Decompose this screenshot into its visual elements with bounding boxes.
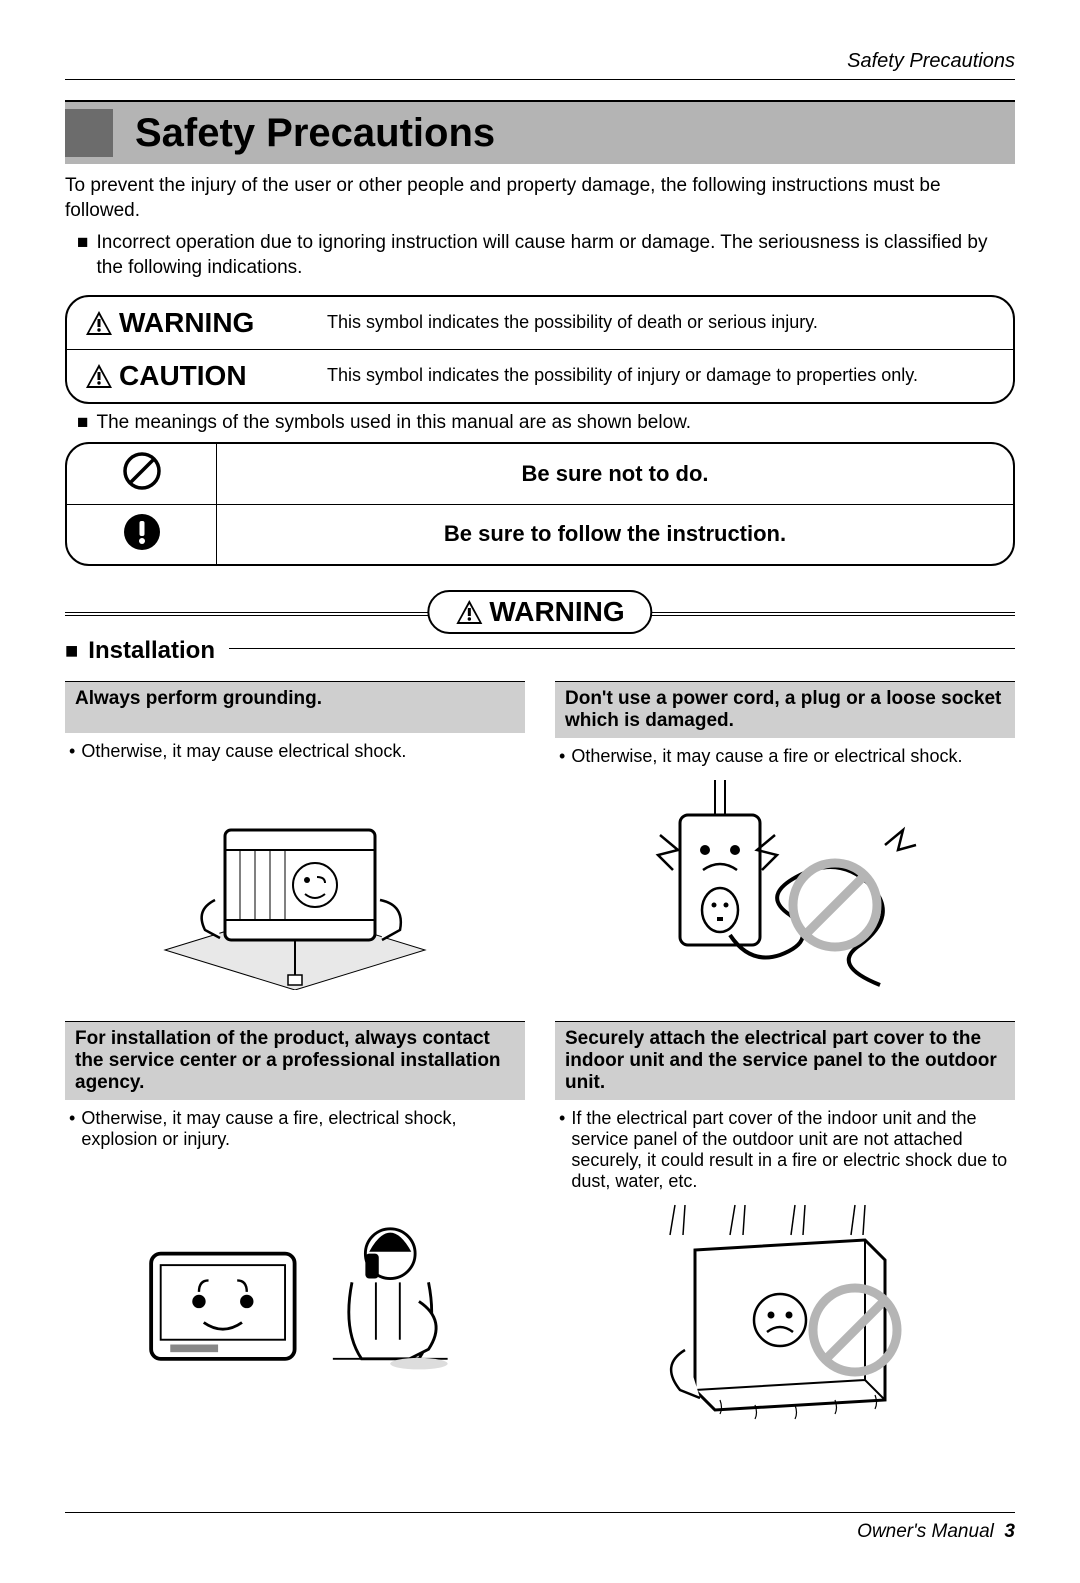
title-accent-block <box>65 109 113 157</box>
card-1-body: Otherwise, it may cause a fire or electr… <box>571 746 962 767</box>
footer-page-number: 3 <box>1004 1521 1015 1542</box>
caution-triangle-icon <box>85 363 113 389</box>
square-bullet-icon: ■ <box>77 231 88 280</box>
warning-banner: WARNING <box>65 590 1015 634</box>
bullet-dot-icon: • <box>559 1108 565 1192</box>
legend-caution-label: CAUTION <box>119 360 247 392</box>
symbol-row-0-text: Be sure not to do. <box>217 461 1013 487</box>
square-bullet-icon: ■ <box>65 638 78 664</box>
note-incorrect-operation: ■ Incorrect operation due to ignoring in… <box>77 231 1015 280</box>
page-title: Safety Precautions <box>135 111 495 156</box>
note1-text: Incorrect operation due to ignoring inst… <box>96 231 1015 280</box>
legend-box: WARNING This symbol indicates the possib… <box>65 295 1015 404</box>
prohibit-icon <box>122 451 162 496</box>
section-installation: ■ Installation <box>65 637 229 665</box>
symbol-row-1-text: Be sure to follow the instruction. <box>217 521 1013 547</box>
section-label-text: Installation <box>88 637 215 665</box>
mandatory-icon <box>122 512 162 557</box>
symbol-row-prohibit: Be sure not to do. <box>67 444 1013 504</box>
banner-warning-label: WARNING <box>489 596 624 628</box>
symbol-table: Be sure not to do. Be sure to follow the… <box>65 442 1015 566</box>
precaution-card: Don't use a power cord, a plug or a loos… <box>555 681 1015 995</box>
card-2-title: For installation of the product, always … <box>65 1021 525 1100</box>
note2-text: The meanings of the symbols used in this… <box>96 412 691 434</box>
symbol-row-follow: Be sure to follow the instruction. <box>67 504 1013 564</box>
legend-warning-desc: This symbol indicates the possibility of… <box>327 312 818 333</box>
page-footer: Owner's Manual 3 <box>65 1512 1015 1543</box>
card-3-title: Securely attach the electrical part cove… <box>555 1021 1015 1100</box>
illustration-grounding <box>65 770 525 990</box>
note-symbol-meanings: ■ The meanings of the symbols used in th… <box>77 412 1015 434</box>
title-bar: Safety Precautions <box>65 100 1015 164</box>
card-1-title: Don't use a power cord, a plug or a loos… <box>555 681 1015 738</box>
footer-label: Owner's Manual <box>857 1521 994 1542</box>
legend-warning-label: WARNING <box>119 307 254 339</box>
legend-caution-desc: This symbol indicates the possibility of… <box>327 365 918 386</box>
illustration-contact-service <box>65 1158 525 1378</box>
illustration-attach-cover <box>555 1200 1015 1420</box>
card-2-body: Otherwise, it may cause a fire, electric… <box>81 1108 521 1150</box>
precaution-card: Always perform grounding. • Otherwise, it… <box>65 681 525 995</box>
card-0-body: Otherwise, it may cause electrical shock… <box>81 741 406 762</box>
card-3-body: If the electrical part cover of the indo… <box>571 1108 1011 1192</box>
bullet-dot-icon: • <box>69 741 75 762</box>
illustration-damaged-cord <box>555 775 1015 995</box>
legend-caution-row: CAUTION This symbol indicates the possib… <box>67 349 1013 402</box>
legend-warning-row: WARNING This symbol indicates the possib… <box>67 297 1013 349</box>
square-bullet-icon: ■ <box>77 412 88 434</box>
warning-triangle-icon <box>85 310 113 336</box>
intro-text: To prevent the injury of the user or oth… <box>65 174 1015 223</box>
bullet-dot-icon: • <box>559 746 565 767</box>
card-0-title: Always perform grounding. <box>65 681 525 733</box>
running-header: Safety Precautions <box>65 50 1015 80</box>
precaution-card: Securely attach the electrical part cove… <box>555 1021 1015 1420</box>
warning-triangle-icon <box>455 599 483 625</box>
precaution-card: For installation of the product, always … <box>65 1021 525 1420</box>
bullet-dot-icon: • <box>69 1108 75 1150</box>
